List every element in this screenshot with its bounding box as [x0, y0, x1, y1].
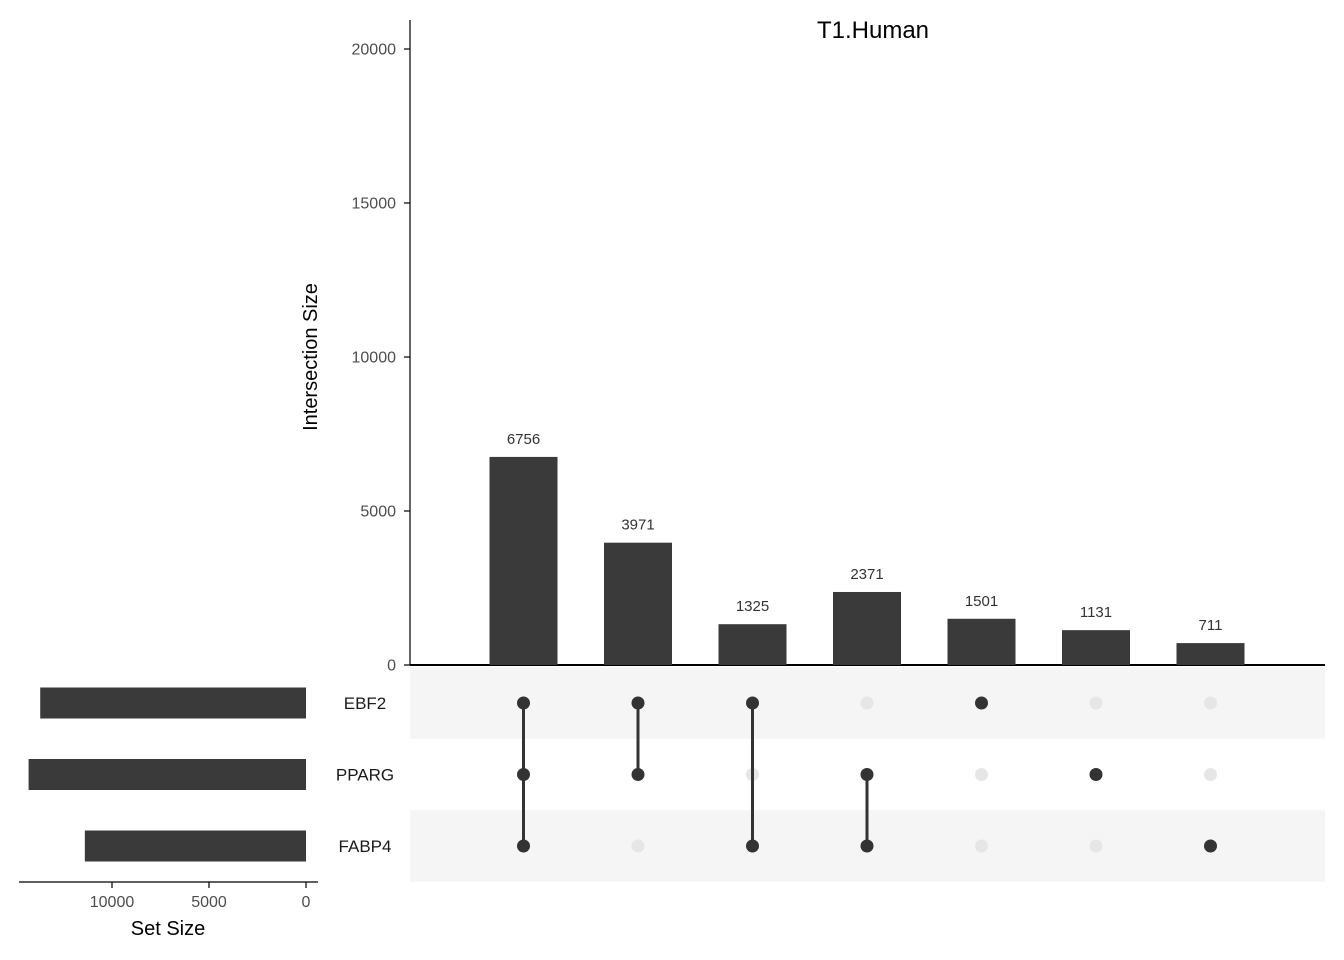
chart-title: T1.Human: [817, 17, 929, 44]
set-size-bar-fabp4: [84, 830, 306, 862]
matrix-dot-active: [1204, 839, 1217, 853]
intersection-bar-label: 2371: [850, 566, 883, 583]
matrix-dot-inactive: [1089, 839, 1103, 853]
set-size-axis: 10000 5000 0: [19, 881, 318, 911]
y-tick-label: 0: [387, 658, 396, 675]
intersection-matrix: [517, 696, 1217, 853]
matrix-dot-inactive: [860, 696, 874, 710]
set-size-tick-label: 10000: [90, 894, 135, 911]
intersection-bar: [718, 624, 787, 665]
intersection-bar-label: 1325: [736, 598, 769, 615]
matrix-dot-inactive: [1204, 696, 1217, 710]
set-size-tick-label: 0: [302, 894, 311, 911]
matrix-dot-inactive: [975, 839, 988, 853]
intersection-bar-label: 1131: [1080, 604, 1112, 621]
matrix-dot-inactive: [631, 839, 645, 853]
matrix-dot-active: [631, 768, 645, 781]
intersection-bar-label: 711: [1199, 617, 1223, 634]
matrix-dot-active: [1089, 768, 1103, 781]
set-size-tick-label: 5000: [191, 894, 227, 911]
intersection-bar-label: 3971: [621, 517, 654, 534]
intersection-bar-labels: 6756 3971 1325 2371 1501 1131 711: [507, 431, 1223, 634]
matrix-dot-active: [517, 839, 530, 853]
intersection-bar: [489, 456, 558, 665]
intersection-bar: [833, 591, 901, 665]
matrix-dot-active: [746, 696, 759, 710]
y-tick-label: 15000: [352, 196, 397, 213]
set-labels: EBF2 PPARG FABP4: [336, 694, 394, 856]
y-tick-label: 10000: [352, 350, 397, 367]
intersection-bar: [1062, 630, 1130, 665]
matrix-dot-active: [517, 696, 530, 710]
intersection-bar: [1176, 643, 1245, 665]
y-tick-label: 5000: [360, 504, 396, 521]
matrix-dot-active: [517, 768, 530, 781]
intersection-bar-label: 6756: [507, 431, 540, 448]
matrix-dot-active: [860, 768, 874, 781]
y-axis-title: Intersection Size: [300, 283, 322, 431]
set-label-pparg: PPARG: [336, 766, 394, 785]
intersection-bar: [604, 542, 672, 665]
intersection-bar: [947, 618, 1016, 665]
matrix-dot-active: [975, 696, 988, 710]
set-size-axis-title: Set Size: [131, 918, 205, 940]
y-tick-label: 20000: [352, 42, 397, 59]
matrix-dot-inactive: [1204, 768, 1217, 781]
intersection-bar-label: 1501: [965, 593, 998, 610]
matrix-dot-active: [860, 839, 874, 853]
matrix-dot-active: [631, 696, 645, 710]
matrix-dot-active: [746, 839, 759, 853]
set-size-bar-ebf2: [40, 687, 306, 719]
set-size-bars: [28, 687, 307, 862]
matrix-dot-inactive: [975, 768, 988, 781]
set-size-bar-pparg: [28, 759, 307, 790]
set-label-fabp4: FABP4: [339, 837, 392, 856]
matrix-dot-inactive: [1089, 696, 1103, 710]
set-label-ebf2: EBF2: [344, 694, 387, 713]
intersection-bars: [489, 456, 1245, 665]
